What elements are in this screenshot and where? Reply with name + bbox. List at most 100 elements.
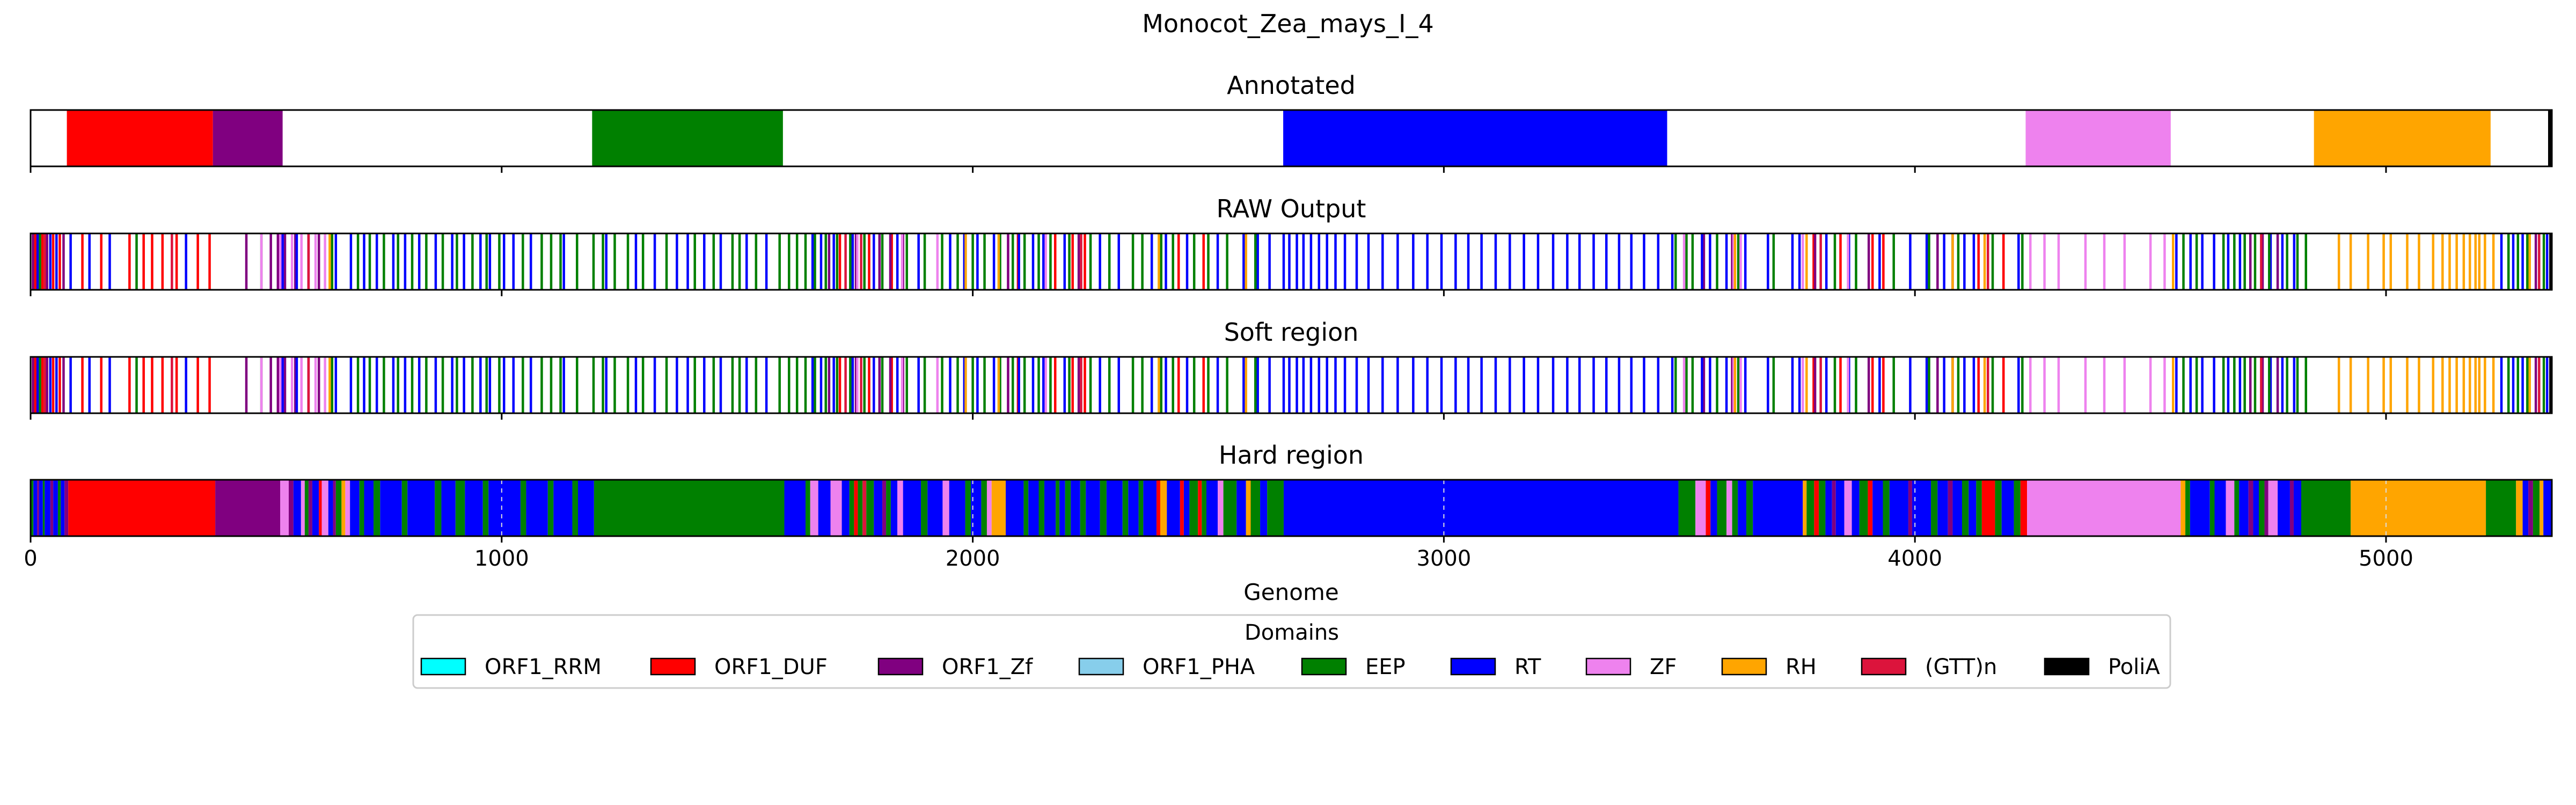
segment-rh xyxy=(1803,480,1807,536)
segment-orf1-zf xyxy=(2264,480,2268,536)
segment-rt xyxy=(1143,480,1157,536)
segment-rt xyxy=(61,480,65,536)
track-soft-region: Soft region xyxy=(30,318,2553,420)
track-annotated: Annotated xyxy=(30,71,2553,173)
segment-eep xyxy=(359,480,364,536)
segment-rt xyxy=(1851,480,1860,536)
segment-zf xyxy=(986,480,992,536)
segment-rh xyxy=(341,480,346,536)
segment-rt xyxy=(903,480,921,536)
segment-rt xyxy=(2001,480,2014,536)
x-tick-label: 3000 xyxy=(1417,546,1472,571)
segment-eep xyxy=(1995,480,2002,536)
segment-eep xyxy=(1267,480,1284,536)
segment-rt xyxy=(949,480,965,536)
segment-zf xyxy=(2025,110,2171,166)
segment-eep xyxy=(1080,480,1086,536)
x-tick-label: 4000 xyxy=(1887,546,1942,571)
segment-rt xyxy=(293,480,301,536)
segment-eep xyxy=(594,480,785,536)
segment-rt xyxy=(2239,480,2249,536)
x-axis: Genome 0 1000 2000 3000 4000 5000 xyxy=(24,546,2413,605)
legend-swatch-zf xyxy=(1585,657,1631,676)
segment-eep xyxy=(1202,480,1206,536)
segment-rt xyxy=(784,480,806,536)
legend-label-eep: EEP xyxy=(1365,655,1406,679)
segment-orf1-duf xyxy=(1868,480,1873,536)
segment-eep xyxy=(547,480,554,536)
segment-rt xyxy=(1283,480,1679,536)
segment-eep xyxy=(31,480,34,536)
segment-zf xyxy=(810,480,818,536)
segment-eep xyxy=(57,480,61,536)
segment-rt xyxy=(1086,480,1100,536)
segment-rt xyxy=(553,480,573,536)
segment-orf1-zf xyxy=(289,480,294,536)
segment-eep xyxy=(374,480,380,536)
segment-eep xyxy=(335,480,342,536)
segment-orf1-zf xyxy=(37,480,39,536)
segment-eep xyxy=(866,480,874,536)
segment-rt xyxy=(33,480,38,536)
tracks-group: Annotated RAW Output Soft region Hard regio… xyxy=(30,71,2553,543)
segment-rt xyxy=(2253,480,2259,536)
segment-eep xyxy=(921,480,928,536)
segment-eep xyxy=(805,480,810,536)
segment-rh xyxy=(1160,480,1167,536)
legend-entries: ORF1_RRM ORF1_DUF ORF1_Zf ORF1_PHA EEP RT ZF RH… xyxy=(420,655,2160,679)
x-tick-label: 0 xyxy=(24,546,37,571)
segment-eep xyxy=(1819,480,1826,536)
segment-zf xyxy=(2268,480,2278,536)
segment-rt xyxy=(1028,480,1039,536)
legend-label-orf1-rrm: ORF1_RRM xyxy=(485,655,602,679)
segment-orf1-duf xyxy=(67,110,213,166)
segment-zf xyxy=(2027,480,2181,536)
segment-rt xyxy=(1071,480,1080,536)
segment-eep xyxy=(2533,480,2540,536)
legend-swatch-orf1-zf xyxy=(877,657,924,676)
segment-rt xyxy=(53,480,58,536)
segment-eep xyxy=(1976,480,1982,536)
segment-rt xyxy=(1825,480,1832,536)
segment-polia xyxy=(2548,110,2552,166)
segment-orf1-duf xyxy=(854,480,858,536)
segment-zf xyxy=(301,480,305,536)
segment-orf1-duf xyxy=(1198,480,1202,536)
track-frame-raw-output xyxy=(30,232,2553,291)
segment-rt xyxy=(350,480,360,536)
segment-orf1-zf xyxy=(1948,480,1953,536)
legend-swatch-rh xyxy=(1721,657,1767,676)
segment-orf1-duf xyxy=(1981,480,1995,536)
segment-rt xyxy=(441,480,456,536)
segment-rt xyxy=(526,480,548,536)
segment-eep xyxy=(2234,480,2240,536)
legend-swatch-orf1-pha xyxy=(1078,657,1124,676)
segment-eep xyxy=(1189,480,1198,536)
segment-rt xyxy=(2522,480,2529,536)
legend-swatch-orf1-rrm xyxy=(420,657,466,676)
segment-zf xyxy=(897,480,903,536)
track-title-raw-output: RAW Output xyxy=(1217,194,1366,223)
segment-rt xyxy=(39,480,43,536)
segment-rt xyxy=(890,480,898,536)
x-tick-label: 1000 xyxy=(474,546,529,571)
track-frame-hard-region xyxy=(30,479,2553,537)
segment-orf1-duf xyxy=(68,480,216,536)
segment-orf1-zf xyxy=(308,480,312,536)
segment-orf1-zf xyxy=(2528,480,2533,536)
segment-orf1-duf xyxy=(1180,480,1184,536)
segment-eep xyxy=(1138,480,1144,536)
segment-eep xyxy=(2486,480,2516,536)
track-raw-output: RAW Output xyxy=(30,194,2553,296)
segment-eep xyxy=(2301,480,2351,536)
x-axis-label: Genome xyxy=(1243,579,1338,605)
legend-label-rh: RH xyxy=(1785,655,1817,679)
track-frame-annotated xyxy=(30,109,2553,167)
segment-orf1-zf xyxy=(64,480,69,536)
segment-rt xyxy=(1968,480,1977,536)
segment-eep xyxy=(1223,480,1237,536)
legend-swatch-polia xyxy=(2044,657,2090,676)
segment-gtt-n xyxy=(862,480,867,536)
legend-label-orf1-pha: ORF1_PHA xyxy=(1143,655,1255,679)
